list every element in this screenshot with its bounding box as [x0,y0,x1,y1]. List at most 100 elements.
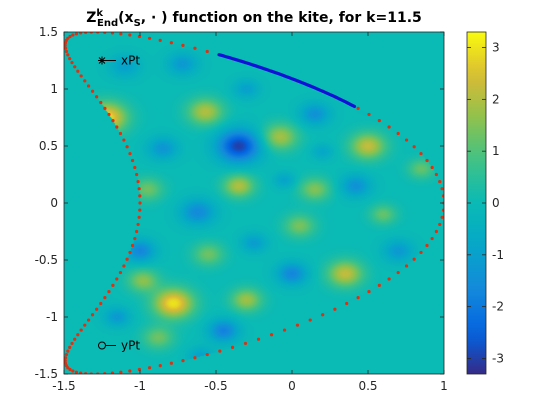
boundary-point [68,367,72,372]
boundary-point [115,125,119,129]
x-tick-label: -1.5 [52,379,75,393]
boundary-point [122,264,126,268]
y-tick-label: 1 [50,82,58,96]
boundary-point [193,356,197,360]
boundary-point [64,43,67,47]
boundary-point [73,337,77,341]
boundary-point [147,366,152,370]
x-tick-label: -0.5 [204,379,227,393]
boundary-point [71,369,75,373]
boundary-point [256,337,261,341]
boundary-point [158,38,162,42]
boundary-point [115,277,119,281]
colorbar-tick-label: -1 [492,248,504,262]
boundary-point [96,372,100,374]
boundary-point [79,74,83,78]
boundary-point [367,112,371,117]
boundary-point [440,187,444,191]
colorbar-tick-label: -2 [492,300,504,314]
yPt-point: yPt [98,339,140,353]
boundary-point [158,364,162,368]
boundary-point [70,341,74,346]
boundary-point [438,179,442,184]
boundary-point [103,106,107,110]
boundary-point [377,119,381,123]
kite-boundary [64,32,444,374]
boundary-point [79,371,83,374]
colorbar-ticks: 3 2 1 0 -1 -2 -3 [467,41,504,365]
boundary-point [218,349,222,353]
boundary-point [425,243,429,248]
boundary-point [308,318,312,322]
boundary-point [64,49,68,54]
colorbar [467,32,486,374]
boundary-point [130,243,135,248]
boundary-point [230,345,235,349]
boundary-point [137,187,141,191]
boundary-point [103,32,107,34]
boundary-point [137,215,141,219]
boundary-point [103,372,107,374]
boundary-point [87,84,91,88]
boundary-point [111,283,115,287]
boundary-point [90,313,95,317]
boundary-point [387,277,391,281]
boundary-point [377,283,381,287]
xPt-label: xPt [121,54,140,68]
boundary-point [119,370,123,374]
boundary-point [441,208,444,212]
boundary-point [138,208,142,212]
boundary-point [419,250,423,255]
chart-title: Zk End(xS, · ) function on the kite, for … [86,8,422,29]
boundary-point [387,125,391,129]
boundary-point [430,236,434,241]
boundary-point [99,301,103,306]
x-tick-label: -1 [134,379,146,393]
boundary-point [76,333,80,337]
boundary-point [438,222,442,227]
boundary-point [404,264,409,268]
boundary-point [135,172,139,177]
boundary-point [89,372,93,374]
x-axis: -1.5 -1 -0.5 0 0.5 1 [52,32,448,393]
xPt-point: xPt [98,54,140,68]
boundary-point [136,222,140,227]
points-layer: xPt yPt [98,54,140,353]
boundary-point [137,367,142,372]
boundary-point [181,359,185,363]
boundary-point [66,349,70,353]
colorbar-tick-label: 1 [492,144,500,158]
boundary-point [205,352,209,357]
xPt-asterisk-stroke [98,57,106,64]
boundary-point [83,79,87,83]
boundary-point [68,57,72,61]
boundary-point [137,34,142,39]
boundary-point [135,229,139,234]
boundary-point [125,257,129,261]
boundary-point [205,49,209,54]
boundary-point [128,369,132,373]
boundary-point [425,158,429,163]
boundary-point [367,289,371,294]
boundary-point [138,201,142,205]
boundary-point [110,371,115,374]
boundary-point [96,32,100,34]
boundary-point [345,301,349,306]
boundary-point [128,151,132,156]
boundary-point [68,34,72,39]
y-axis: 1.5 1 0.5 0 -0.5 -1 -1.5 [35,25,444,381]
boundary-point [130,158,135,163]
boundary-point [430,165,434,170]
y-tick-label: -1 [46,310,58,324]
boundary-point [118,270,123,275]
boundary-point [147,36,152,40]
boundary-point [71,33,75,37]
boundary-point [64,46,68,50]
boundary-point [412,257,416,261]
boundary-point [396,131,400,136]
boundary-point [84,372,88,374]
boundary-point [64,41,68,45]
boundary-point [404,138,409,142]
boundary-point [441,194,444,198]
